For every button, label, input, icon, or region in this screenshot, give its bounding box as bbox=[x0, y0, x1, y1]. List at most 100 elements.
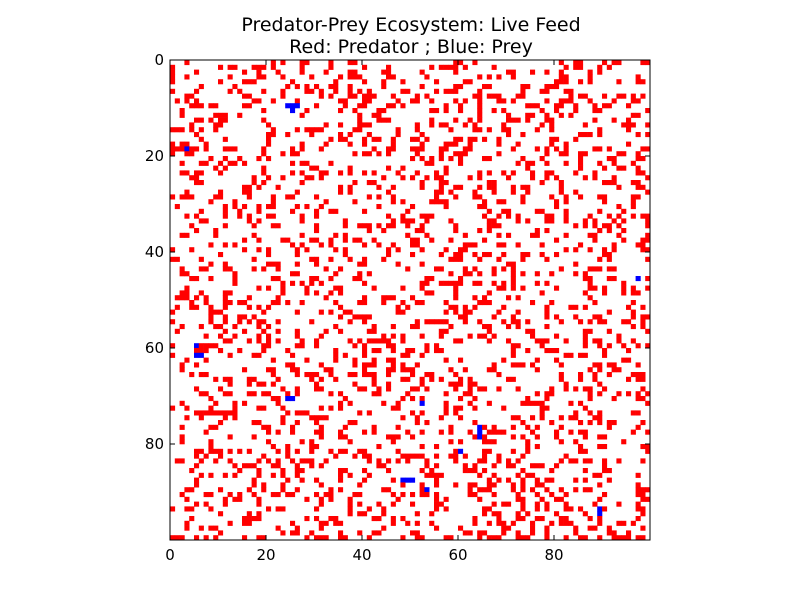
predator-cell bbox=[635, 79, 641, 85]
predator-cell bbox=[419, 300, 425, 306]
predator-cell bbox=[338, 477, 344, 483]
predator-cell bbox=[544, 396, 550, 402]
predator-cell bbox=[568, 458, 574, 464]
predator-cell bbox=[376, 151, 382, 157]
predator-cell bbox=[381, 79, 387, 85]
predator-cell bbox=[290, 79, 296, 85]
predator-cell bbox=[342, 98, 348, 104]
predator-cell bbox=[582, 175, 588, 181]
predator-cell bbox=[386, 372, 392, 378]
predator-cell bbox=[534, 208, 540, 214]
predator-cell bbox=[203, 141, 209, 147]
predator-cell bbox=[582, 429, 588, 435]
predator-cell bbox=[280, 93, 286, 99]
predator-cell bbox=[486, 300, 492, 306]
predator-cell bbox=[194, 98, 200, 104]
predator-cell bbox=[294, 410, 300, 416]
predator-cell bbox=[578, 242, 584, 248]
predator-cell bbox=[496, 511, 502, 517]
predator-cell bbox=[203, 492, 209, 498]
predator-cell bbox=[328, 60, 334, 66]
predator-cell bbox=[582, 343, 588, 349]
predator-cell bbox=[602, 285, 608, 291]
predator-cell bbox=[386, 252, 392, 258]
predator-cell bbox=[179, 424, 185, 430]
predator-cell bbox=[482, 136, 488, 142]
predator-cell bbox=[333, 348, 339, 354]
predator-cell bbox=[189, 122, 195, 128]
predator-cell bbox=[597, 132, 603, 138]
predator-cell bbox=[472, 93, 478, 99]
predator-cell bbox=[587, 420, 593, 426]
predator-cell bbox=[645, 175, 651, 181]
predator-cell bbox=[501, 127, 507, 133]
predator-cell bbox=[443, 328, 449, 334]
predator-cell bbox=[582, 338, 588, 344]
predator-cell bbox=[304, 357, 310, 363]
predator-cell bbox=[434, 194, 440, 200]
predator-cell bbox=[170, 64, 176, 70]
predator-cell bbox=[275, 458, 281, 464]
predator-cell bbox=[198, 117, 204, 123]
predator-cell bbox=[424, 74, 430, 80]
predator-cell bbox=[448, 429, 454, 435]
predator-cell bbox=[222, 208, 228, 214]
predator-cell bbox=[371, 237, 377, 243]
predator-cell bbox=[261, 487, 267, 493]
predator-cell bbox=[501, 98, 507, 104]
predator-cell bbox=[582, 328, 588, 334]
predator-cell bbox=[482, 252, 488, 258]
predator-cell bbox=[635, 112, 641, 118]
predator-cell bbox=[222, 410, 228, 416]
predator-cell bbox=[424, 492, 430, 498]
predator-cell bbox=[371, 324, 377, 330]
predator-cell bbox=[621, 228, 627, 234]
predator-cell bbox=[472, 468, 478, 474]
predator-cell bbox=[299, 180, 305, 186]
predator-cell bbox=[462, 98, 468, 104]
predator-cell bbox=[299, 218, 305, 224]
predator-cell bbox=[616, 151, 622, 157]
predator-cell bbox=[338, 122, 344, 128]
predator-cell bbox=[520, 535, 526, 541]
predator-cell bbox=[198, 343, 204, 349]
predator-cell bbox=[438, 348, 444, 354]
predator-cell bbox=[357, 117, 363, 123]
predator-cell bbox=[246, 376, 252, 382]
predator-cell bbox=[290, 520, 296, 526]
predator-cell bbox=[486, 127, 492, 133]
predator-cell bbox=[237, 208, 243, 214]
predator-cell bbox=[261, 266, 267, 272]
predator-cell bbox=[309, 448, 315, 454]
predator-cell bbox=[285, 492, 291, 498]
predator-cell bbox=[506, 501, 512, 507]
predator-cell bbox=[174, 256, 180, 262]
predator-cell bbox=[246, 213, 252, 219]
predator-cell bbox=[194, 103, 200, 109]
predator-cell bbox=[496, 93, 502, 99]
predator-cell bbox=[294, 247, 300, 253]
predator-cell bbox=[246, 520, 252, 526]
predator-cell bbox=[530, 487, 536, 493]
predator-cell bbox=[275, 295, 281, 301]
predator-cell bbox=[198, 127, 204, 133]
predator-cell bbox=[467, 381, 473, 387]
predator-cell bbox=[443, 300, 449, 306]
predator-cell bbox=[232, 410, 238, 416]
predator-cell bbox=[338, 304, 344, 310]
predator-cell bbox=[630, 98, 636, 104]
predator-cell bbox=[266, 141, 272, 147]
predator-cell bbox=[299, 141, 305, 147]
predator-cell bbox=[419, 333, 425, 339]
predator-cell bbox=[318, 496, 324, 502]
predator-cell bbox=[371, 146, 377, 152]
predator-cell bbox=[563, 381, 569, 387]
predator-cell bbox=[434, 343, 440, 349]
predator-cell bbox=[390, 367, 396, 373]
predator-cell bbox=[237, 468, 243, 474]
predator-cell bbox=[429, 511, 435, 517]
predator-cell bbox=[429, 237, 435, 243]
predator-cell bbox=[395, 424, 401, 430]
predator-cell bbox=[381, 117, 387, 123]
predator-cell bbox=[453, 141, 459, 147]
